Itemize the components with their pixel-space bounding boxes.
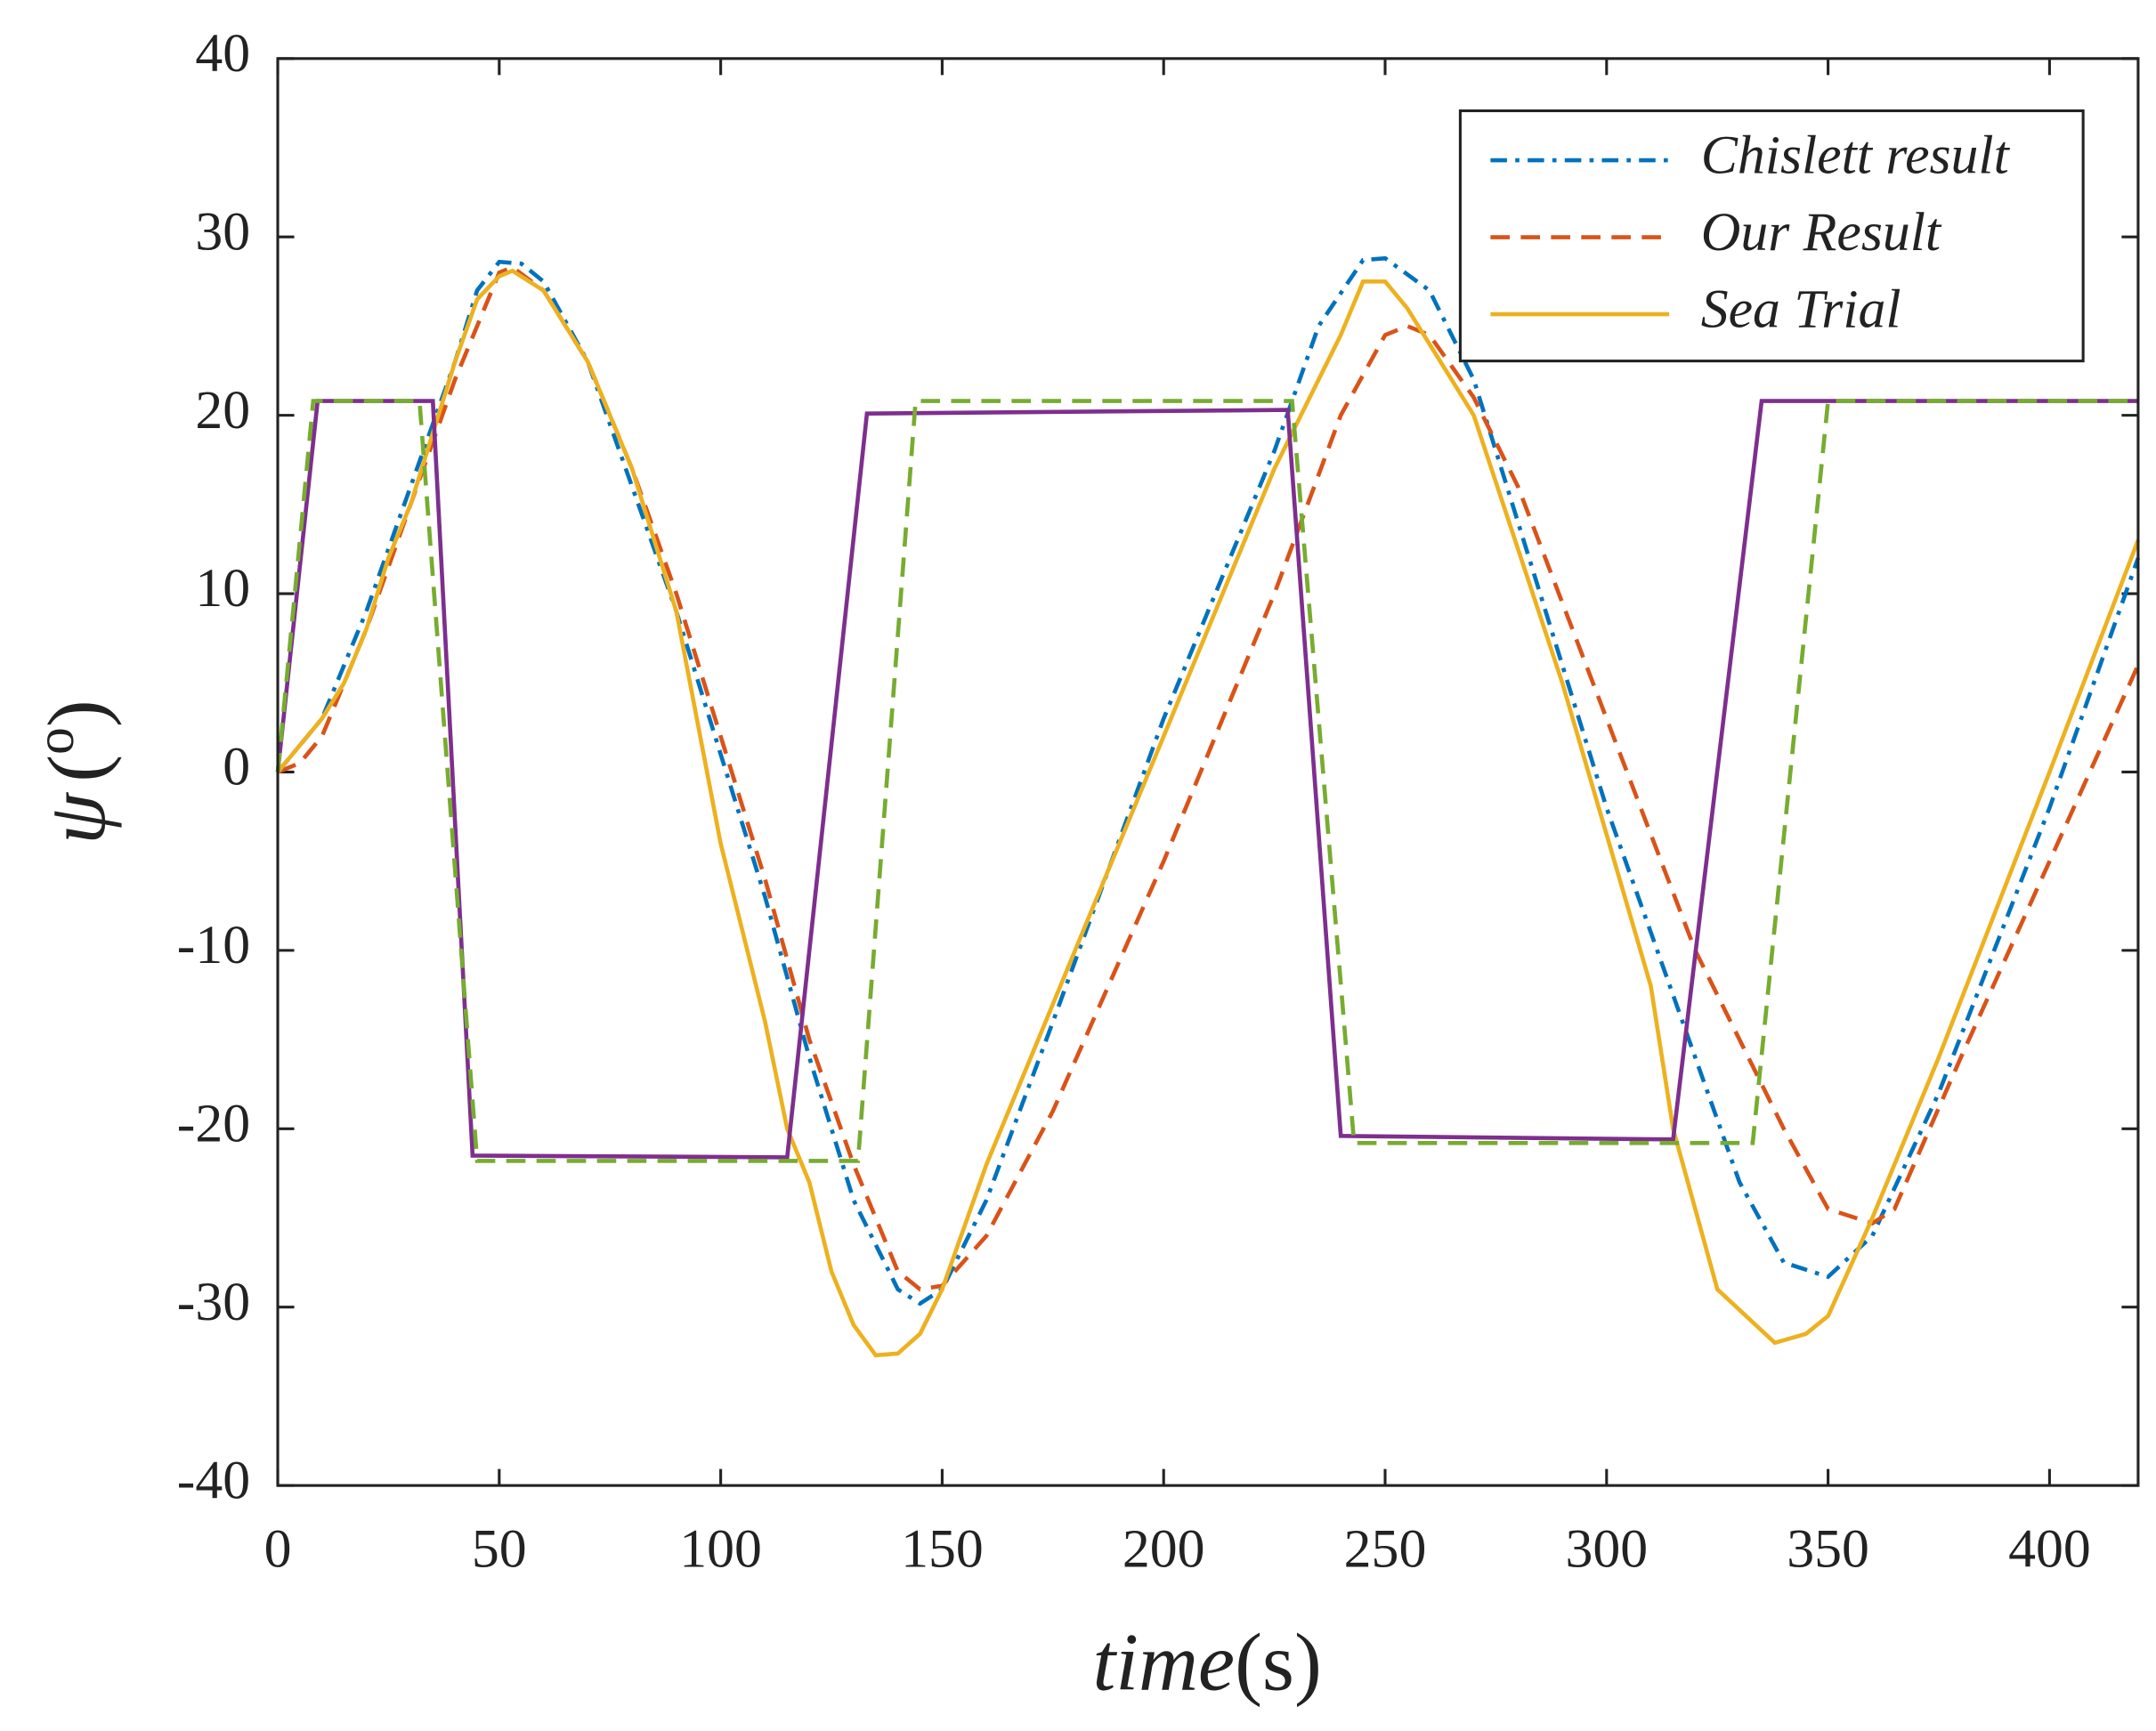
x-tick-label: 150 [901, 1519, 984, 1580]
y-label-paren: ( [31, 755, 123, 782]
x-label-var: time [1093, 1617, 1236, 1709]
y-tick-label: 10 [195, 558, 250, 619]
series-line [276, 255, 2141, 1306]
x-tick-label: 350 [1787, 1519, 1869, 1580]
x-axis-label: time(s) [1093, 1617, 1322, 1709]
legend-label: Chislett result [1701, 125, 2011, 185]
y-tick-label: -30 [177, 1272, 250, 1332]
y-label-var: ψ [31, 792, 123, 845]
legend-label: Our Result [1701, 202, 1942, 263]
y-tick-label: -40 [177, 1450, 250, 1510]
y-label-paren: ) [31, 700, 123, 727]
series-line [276, 268, 2141, 1358]
x-tick-label: 250 [1344, 1519, 1427, 1580]
y-axis-label: ψ (o) [25, 700, 123, 845]
series-line [275, 399, 2138, 1163]
x-tick-label: 50 [472, 1519, 527, 1580]
x-tick-label: 0 [264, 1519, 292, 1580]
y-tick-label: 40 [195, 23, 250, 84]
x-tick-label: 400 [2008, 1519, 2091, 1580]
y-tick-label: 20 [195, 380, 250, 441]
x-tick-label: 100 [679, 1519, 762, 1580]
legend-label: Sea Trial [1701, 279, 1901, 339]
series-line [277, 264, 2141, 1292]
x-tick-label: 200 [1123, 1519, 1205, 1580]
y-tick-label: -10 [177, 915, 250, 975]
x-label-unit: (s) [1235, 1617, 1322, 1709]
y-tick-label: -20 [177, 1093, 250, 1153]
y-tick-label: 30 [195, 201, 250, 262]
x-tick-label: 300 [1565, 1519, 1648, 1580]
y-label-unit: o [25, 727, 85, 755]
y-tick-label: 0 [223, 737, 250, 797]
plot-frame [276, 57, 2140, 1487]
